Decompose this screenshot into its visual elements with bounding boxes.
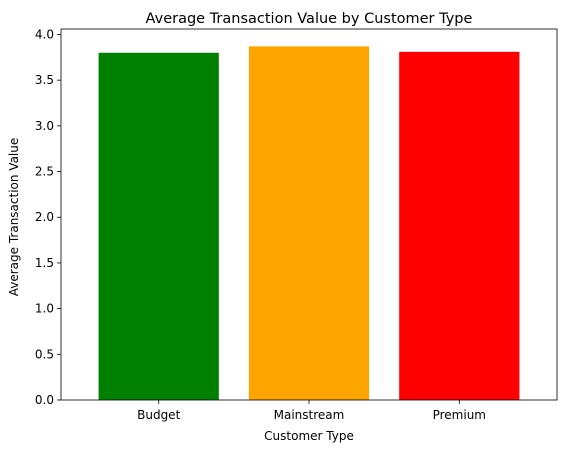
- plot-frame: [60, 28, 558, 401]
- x-axis-label: Customer Type: [264, 429, 354, 443]
- bar-premium: [399, 51, 520, 401]
- y-tick-label: 0.0: [35, 393, 54, 407]
- plot-area: Budget Mainstream Premium 0.0 0.5 1.0 1.5 2.0 2.…: [35, 27, 558, 422]
- x-tick-label: Mainstream: [274, 408, 345, 422]
- chart-title: Average Transaction Value by Customer Ty…: [146, 11, 473, 27]
- bar-budget: [98, 52, 219, 400]
- y-tick-label: 1.0: [35, 302, 54, 316]
- y-tick-label: 1.5: [35, 256, 54, 270]
- y-tick-label: 3.5: [35, 73, 54, 87]
- y-tick-label: 2.5: [35, 165, 54, 179]
- x-tick-label: Budget: [137, 408, 180, 422]
- y-tick-label: 3.0: [35, 119, 54, 133]
- y-tick-label: 0.5: [35, 347, 54, 361]
- x-tick-label: Premium: [433, 408, 486, 422]
- y-tick-label: 4.0: [35, 27, 54, 41]
- y-tick-label: 2.0: [35, 210, 54, 224]
- bar-mainstream: [248, 46, 370, 401]
- y-axis-label: Average Transaction Value: [7, 138, 21, 297]
